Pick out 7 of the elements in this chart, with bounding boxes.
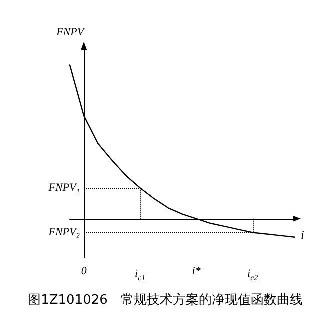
- x-tick-label: i*: [192, 266, 202, 278]
- text: 图1Z101026 常规技术方案的净现值函数曲线: [28, 292, 303, 308]
- ref-line-label: FNPV₂: [48, 226, 80, 239]
- ref-line-label: FNPV₁: [48, 182, 80, 194]
- y-axis-title: FNPV: [56, 26, 86, 38]
- x-axis-title: i: [301, 228, 304, 242]
- x-tick-label: 0: [81, 266, 88, 278]
